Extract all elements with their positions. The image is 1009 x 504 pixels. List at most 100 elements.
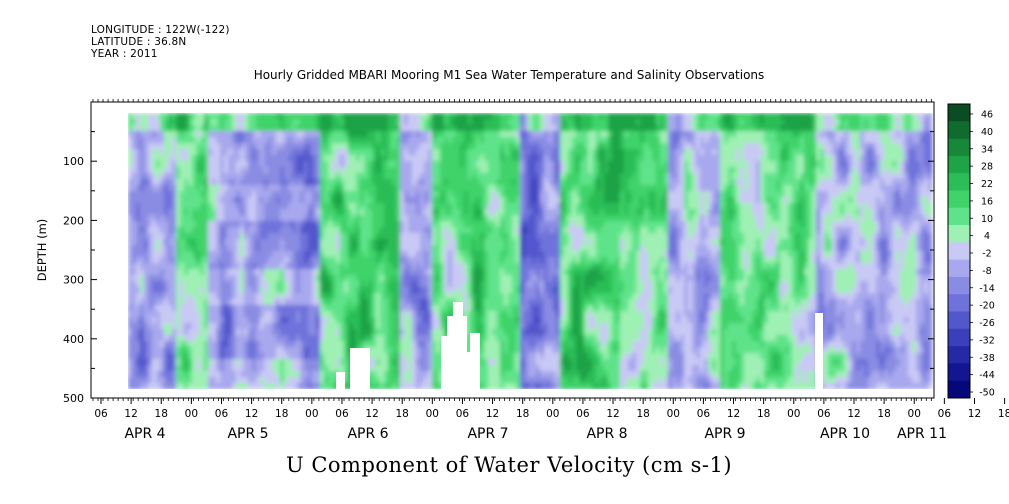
heatmap-cell <box>504 275 509 282</box>
heatmap-cell <box>464 173 469 180</box>
heatmap-cell <box>540 209 545 216</box>
heatmap-cell <box>144 131 149 138</box>
heatmap-cell <box>556 191 561 198</box>
heatmap-cell <box>492 239 497 246</box>
heatmap-cell <box>476 215 481 222</box>
heatmap-cell <box>372 215 377 222</box>
heatmap-cell <box>304 173 309 180</box>
heatmap-cell <box>520 305 525 312</box>
heatmap-cell <box>192 317 197 324</box>
heatmap-cell <box>500 365 505 372</box>
heatmap-cell <box>144 257 149 264</box>
heatmap-cell <box>252 353 257 360</box>
heatmap-cell <box>228 185 233 192</box>
heatmap-cell <box>480 371 485 378</box>
heatmap-cell <box>372 143 377 150</box>
heatmap-cell <box>524 365 529 372</box>
heatmap-cell <box>224 233 229 240</box>
heatmap-cell <box>148 263 153 270</box>
heatmap-cell <box>188 113 193 120</box>
heatmap-cell <box>352 245 357 252</box>
heatmap-cell <box>544 371 549 378</box>
heatmap-cell <box>136 167 141 174</box>
heatmap-cell <box>536 143 541 150</box>
heatmap-cell <box>152 143 157 150</box>
heatmap-cell <box>188 287 193 294</box>
heatmap-cell <box>304 371 309 378</box>
heatmap-cell <box>152 221 157 228</box>
heatmap-cell <box>264 167 269 174</box>
heatmap-cell <box>524 377 529 384</box>
heatmap-cell <box>464 245 469 252</box>
heatmap-cell <box>176 203 181 210</box>
heatmap-cell <box>456 125 461 132</box>
heatmap-cell <box>492 287 497 294</box>
heatmap-cell <box>388 311 393 318</box>
heatmap-cell <box>136 209 141 216</box>
heatmap-cell <box>384 353 389 360</box>
heatmap-cell <box>456 185 461 192</box>
heatmap-cell <box>164 221 169 228</box>
heatmap-cell <box>228 203 233 210</box>
heatmap-cell <box>248 185 253 192</box>
heatmap-cell <box>372 323 377 330</box>
heatmap-cell <box>508 179 513 186</box>
heatmap-cell <box>560 233 565 240</box>
heatmap-cell <box>440 263 445 270</box>
heatmap-cell <box>380 173 385 180</box>
heatmap-cell <box>412 239 417 246</box>
heatmap-cell <box>308 311 313 318</box>
heatmap-cell <box>300 179 305 186</box>
heatmap-cell <box>396 191 401 198</box>
heatmap-cell <box>484 257 489 264</box>
heatmap-cell <box>340 293 345 300</box>
heatmap-cell <box>156 263 161 270</box>
heatmap-cell <box>276 149 281 156</box>
heatmap-cell <box>136 383 141 390</box>
heatmap-cell <box>432 143 437 150</box>
heatmap-cell <box>332 341 337 348</box>
heatmap-cell <box>328 143 333 150</box>
heatmap-cell <box>520 179 525 186</box>
heatmap-cell <box>412 209 417 216</box>
heatmap-cell <box>376 323 381 330</box>
heatmap-cell <box>440 293 445 300</box>
heatmap-cell <box>484 209 489 216</box>
heatmap-cell <box>508 293 513 300</box>
heatmap-cell <box>376 227 381 234</box>
heatmap-cell <box>532 155 537 162</box>
heatmap-cell <box>256 323 261 330</box>
heatmap-cell <box>136 359 141 366</box>
heatmap-cell <box>524 155 529 162</box>
heatmap-cell <box>184 365 189 372</box>
heatmap-cell <box>352 209 357 216</box>
heatmap-cell <box>556 287 561 294</box>
heatmap-cell <box>344 365 349 372</box>
heatmap-cell <box>184 161 189 168</box>
heatmap-cell <box>404 323 409 330</box>
heatmap-cell <box>504 173 509 180</box>
heatmap-cell <box>260 221 265 228</box>
heatmap-cell <box>216 239 221 246</box>
heatmap-cell <box>368 179 373 186</box>
heatmap-cell <box>320 155 325 162</box>
heatmap-cell <box>212 287 217 294</box>
heatmap-cell <box>340 269 345 276</box>
heatmap-cell <box>300 245 305 252</box>
heatmap-cell <box>500 293 505 300</box>
heatmap-cell <box>368 365 373 372</box>
heatmap-cell <box>392 245 397 252</box>
heatmap-cell <box>252 257 257 264</box>
heatmap-cell <box>412 197 417 204</box>
heatmap-cell <box>404 203 409 210</box>
heatmap-cell <box>336 233 341 240</box>
heatmap-cell <box>192 185 197 192</box>
heatmap-cell <box>220 323 225 330</box>
heatmap-cell <box>280 311 285 318</box>
heatmap-cell <box>364 257 369 264</box>
heatmap-cell <box>312 263 317 270</box>
heatmap-cell <box>508 365 513 372</box>
heatmap-cell <box>156 317 161 324</box>
heatmap-cell <box>420 143 425 150</box>
heatmap-cell <box>512 209 517 216</box>
